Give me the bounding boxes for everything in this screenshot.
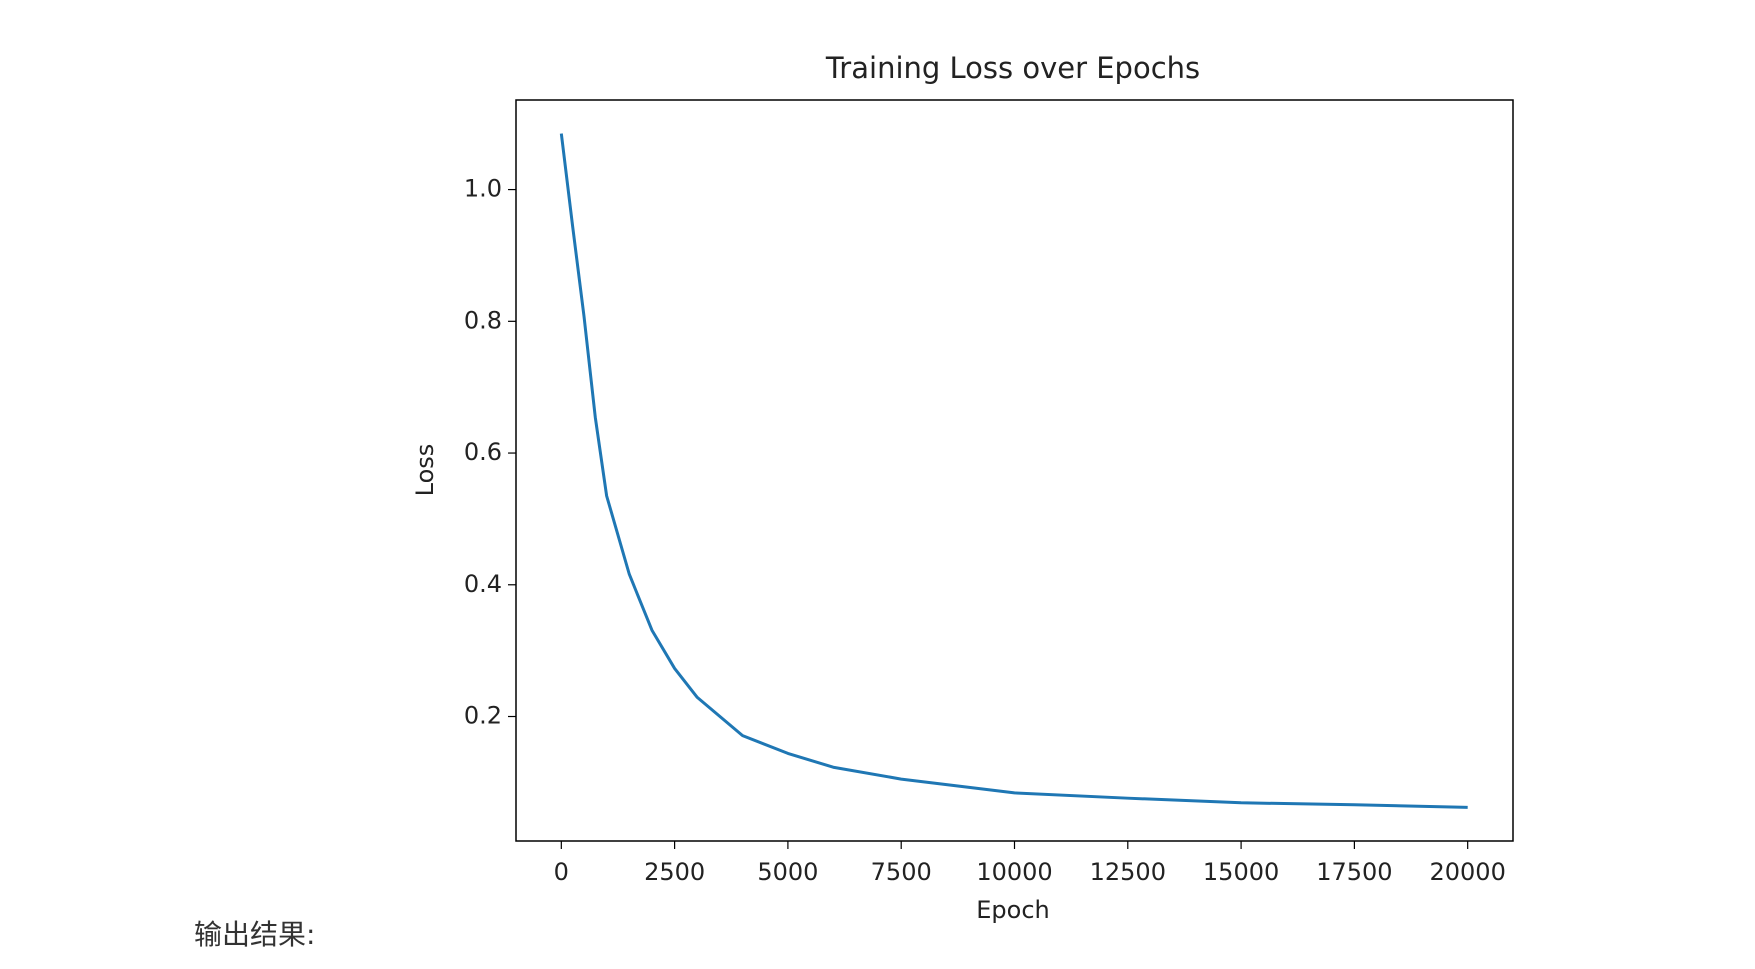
x-tick-label: 5000 <box>757 858 818 886</box>
x-tick-label: 10000 <box>976 858 1052 886</box>
y-axis-label: Loss <box>411 444 439 497</box>
loss-line <box>559 133 1468 809</box>
x-tick-label: 15000 <box>1203 858 1279 886</box>
x-tick-label: 20000 <box>1430 858 1506 886</box>
caption: 输出结果: <box>194 918 315 951</box>
x-tick-label: 7500 <box>871 858 932 886</box>
chart-title: Training Loss over Epochs <box>825 51 1200 85</box>
x-axis-label: Epoch <box>976 896 1050 924</box>
x-tick-label: 2500 <box>644 858 705 886</box>
y-tick-label: 0.6 <box>464 438 502 466</box>
y-tick-label: 0.8 <box>464 306 502 334</box>
x-tick-label: 17500 <box>1316 858 1392 886</box>
y-tick-label: 0.4 <box>464 570 502 598</box>
y-tick-label: 0.2 <box>464 702 502 730</box>
x-tick-label: 0 <box>554 858 569 886</box>
plot-frame <box>515 99 1514 842</box>
y-tick-label: 1.0 <box>464 175 502 203</box>
x-tick-label: 12500 <box>1090 858 1166 886</box>
